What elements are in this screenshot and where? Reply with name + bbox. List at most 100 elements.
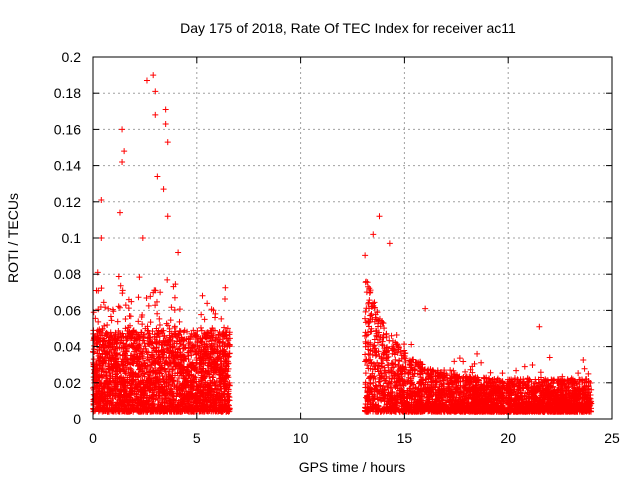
data-point (110, 379, 117, 386)
data-point (207, 351, 214, 358)
data-point (204, 300, 211, 307)
data-point (124, 398, 131, 405)
data-point (197, 351, 204, 358)
data-point (147, 408, 154, 415)
data-point (200, 389, 207, 396)
data-point (126, 378, 133, 385)
data-point (223, 368, 230, 375)
data-point (114, 361, 121, 368)
data-point (126, 328, 133, 335)
data-point (118, 337, 125, 344)
data-point (222, 284, 229, 291)
data-point (167, 344, 174, 351)
data-point (145, 404, 152, 411)
data-point (91, 370, 98, 377)
data-point (223, 384, 230, 391)
data-point (102, 354, 109, 361)
data-point (145, 371, 152, 378)
data-point (110, 399, 117, 406)
data-point (581, 365, 588, 372)
data-point (197, 324, 204, 331)
data-point (199, 357, 206, 364)
data-point (225, 405, 232, 412)
data-point (152, 302, 159, 309)
data-point (158, 341, 165, 348)
data-point (156, 330, 163, 337)
data-point (139, 337, 146, 344)
data-point (114, 393, 121, 400)
data-point (194, 333, 201, 340)
data-point (149, 339, 156, 346)
data-point (104, 322, 111, 329)
data-point (95, 318, 102, 325)
data-point (102, 393, 109, 400)
data-point (121, 379, 128, 386)
data-point (193, 368, 200, 375)
data-point (211, 346, 218, 353)
data-point (207, 360, 214, 367)
data-point (119, 362, 126, 369)
data-point (113, 350, 120, 357)
data-point (110, 391, 117, 398)
data-point (115, 303, 122, 310)
data-point (384, 362, 391, 369)
data-point (118, 408, 125, 415)
data-point (156, 322, 163, 329)
data-point (201, 340, 208, 347)
data-point (98, 285, 105, 292)
data-point (139, 321, 146, 328)
data-point (166, 350, 173, 357)
data-point (133, 404, 140, 411)
data-point (202, 346, 209, 353)
data-point (210, 307, 217, 314)
data-point (209, 406, 216, 413)
data-point (164, 407, 171, 414)
data-point (127, 352, 134, 359)
data-point (462, 368, 469, 375)
data-point (216, 350, 223, 357)
data-point (180, 396, 187, 403)
data-point (140, 379, 147, 386)
data-point (106, 370, 113, 377)
data-point (213, 386, 220, 393)
data-point (116, 344, 123, 351)
data-point (103, 329, 110, 336)
data-point (363, 278, 370, 285)
data-point (163, 354, 170, 361)
data-point (164, 276, 171, 283)
data-point (122, 406, 129, 413)
data-point (189, 383, 196, 390)
data-point (142, 406, 149, 413)
data-point (92, 385, 99, 392)
data-point (146, 330, 153, 337)
data-point (143, 377, 150, 384)
data-point (221, 358, 228, 365)
data-point (365, 299, 372, 306)
data-point (165, 360, 172, 367)
data-point (379, 341, 386, 348)
data-point (487, 369, 494, 376)
data-point (130, 373, 137, 380)
data-point (157, 289, 164, 296)
data-point (207, 354, 214, 361)
data-point (124, 333, 131, 340)
data-point (213, 360, 220, 367)
data-point (401, 341, 408, 348)
data-point (184, 349, 191, 356)
data-point (180, 342, 187, 349)
data-point (112, 335, 119, 342)
data-point (109, 374, 116, 381)
data-point (191, 345, 198, 352)
data-point (456, 355, 463, 362)
data-point (132, 351, 139, 358)
data-point (199, 377, 206, 384)
data-point (105, 337, 112, 344)
data-point (90, 361, 97, 368)
data-point (585, 370, 592, 377)
data-point (191, 364, 198, 371)
data-point (178, 360, 185, 367)
data-point (188, 361, 195, 368)
data-point (105, 305, 112, 312)
data-point (178, 369, 185, 376)
data-point (115, 273, 122, 280)
